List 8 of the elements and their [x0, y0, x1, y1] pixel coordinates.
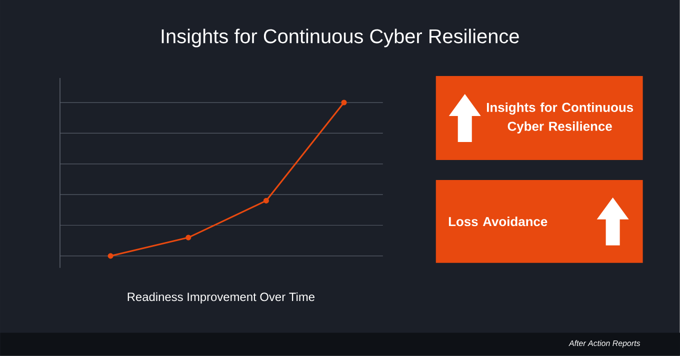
chart-title: Insights for Continuous Cyber Resilience [162, 28, 519, 48]
point [186, 234, 192, 240]
x-axis-title: Readiness Improvement Over Time [128, 292, 314, 304]
text: Loss Avoidance [448, 216, 548, 226]
point [341, 100, 347, 106]
point [108, 253, 114, 259]
text: Insights for Continuous Cyber Resilience [486, 102, 634, 134]
point [263, 198, 269, 204]
